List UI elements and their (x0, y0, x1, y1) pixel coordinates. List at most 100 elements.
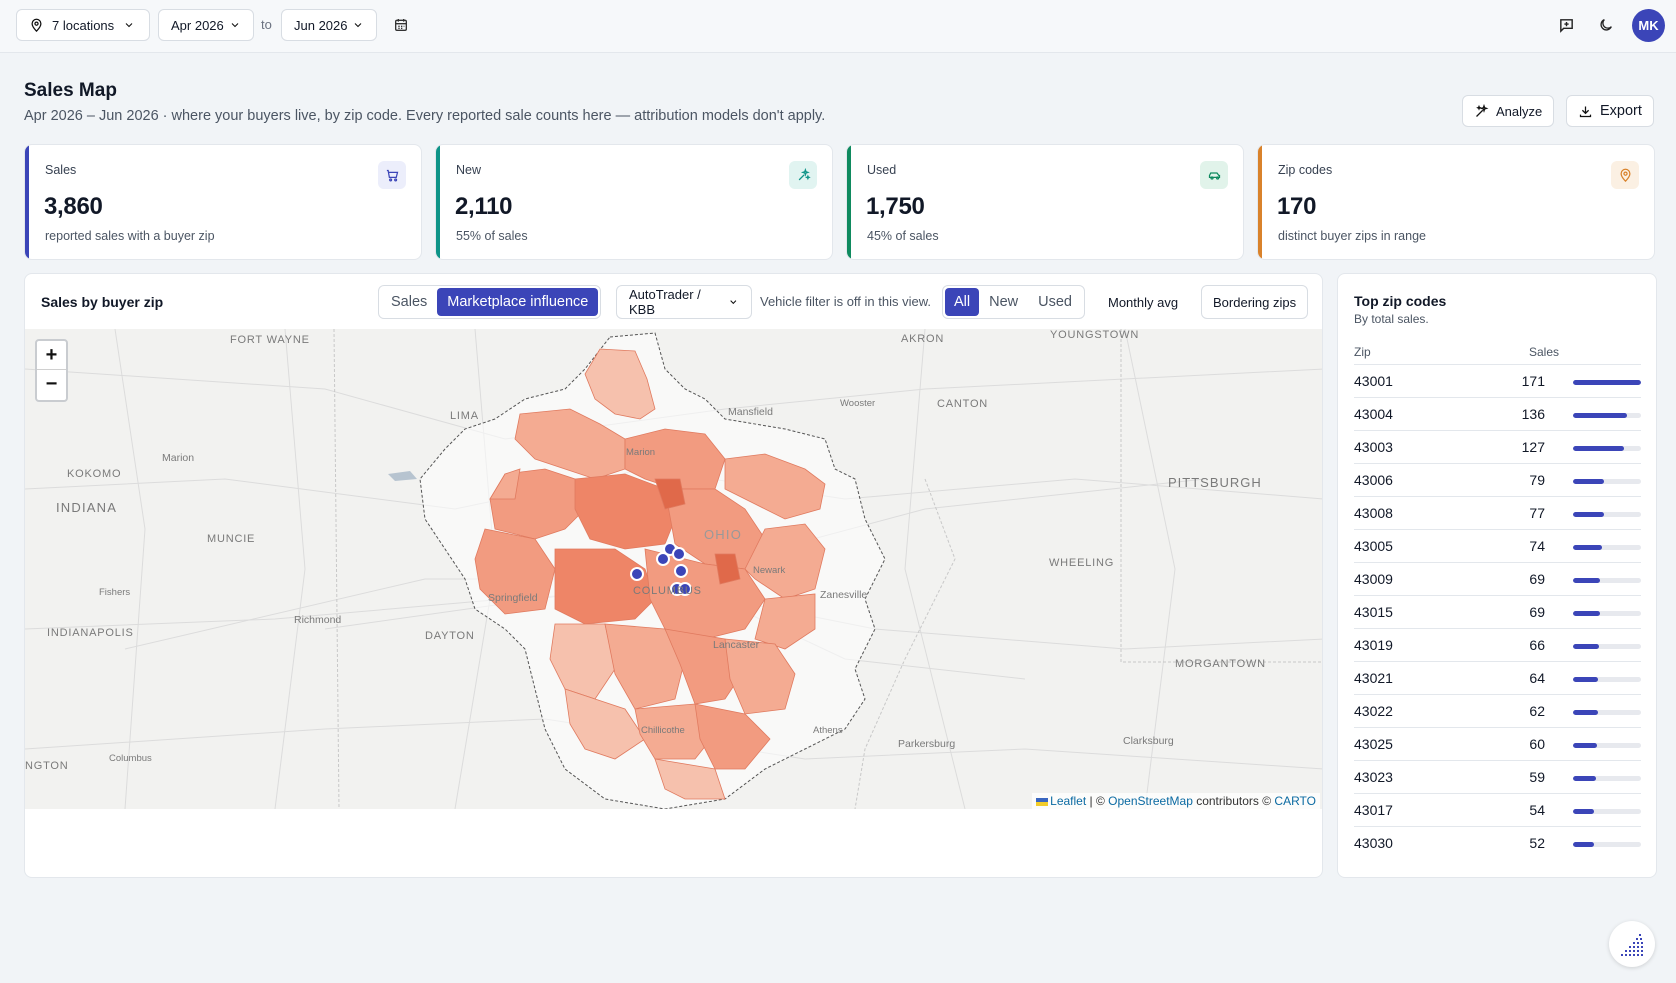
sparkle-wand-icon (1476, 103, 1489, 117)
sales-bar-track (1573, 380, 1641, 385)
chevron-down-icon (231, 23, 239, 28)
zip-row[interactable]: 43030 52 (1354, 827, 1641, 860)
zip-row[interactable]: 43004 136 (1354, 398, 1641, 431)
zip-row[interactable]: 43023 59 (1354, 761, 1641, 794)
feedback-button[interactable] (1554, 13, 1578, 37)
bordering-zips-button[interactable]: Bordering zips (1201, 285, 1309, 319)
sales-bar-fill (1573, 446, 1624, 451)
sales-column-header: Sales (1529, 345, 1560, 359)
osm-link[interactable]: OpenStreetMap (1108, 794, 1193, 808)
map-label: Columbus (109, 753, 152, 764)
sales-bar-track (1573, 446, 1641, 451)
leaflet-link[interactable]: Leaflet (1050, 794, 1087, 808)
sales-bar-track (1573, 743, 1641, 748)
map-label: CANTON (937, 398, 988, 410)
zip-row[interactable]: 43015 69 (1354, 596, 1641, 629)
map-label: MORGANTOWN (1175, 658, 1266, 670)
zip-column-header: Zip (1354, 345, 1371, 359)
map-canvas: FORT WAYNE AKRON YOUNGSTOWN LIMA Mansfie… (25, 329, 1322, 809)
kpi-accent-bar (25, 145, 29, 259)
monthly-avg-button[interactable]: Monthly avg (1097, 285, 1190, 319)
zip-row[interactable]: 43017 54 (1354, 794, 1641, 827)
kpi-label: Used (867, 163, 897, 177)
map-attribution: Leaflet | © OpenStreetMap contributors ©… (1032, 793, 1320, 809)
date-to-select[interactable]: Jun 2026 (281, 9, 377, 41)
map-label: Mansfield (728, 406, 773, 418)
sales-bar-track (1573, 776, 1641, 781)
map-pin-icon (31, 18, 42, 32)
kpi-label: New (456, 163, 482, 177)
calendar-button[interactable] (389, 13, 413, 37)
tab-sales[interactable]: Sales (391, 294, 428, 310)
kpi-label: Sales (45, 163, 77, 177)
state-borders (333, 329, 1322, 809)
sparkle-icon (789, 161, 817, 189)
dealer-markers (630, 542, 692, 596)
sales-bar-fill (1573, 743, 1597, 748)
assistant-button[interactable] (1609, 921, 1655, 967)
zip-code: 43008 (1354, 505, 1393, 521)
page-subtitle: Apr 2026 – Jun 2026 · where your buyers … (24, 108, 826, 124)
zip-row[interactable]: 43022 62 (1354, 695, 1641, 728)
sales-bar-fill (1573, 380, 1641, 385)
sales-bar-fill (1573, 479, 1605, 484)
sales-bar-track (1573, 677, 1641, 682)
analyze-button[interactable]: Analyze (1462, 95, 1555, 127)
sales-bar-track (1573, 842, 1641, 847)
zip-sales: 171 (1521, 373, 1545, 389)
source-select[interactable]: AutoTrader / KBB (616, 285, 752, 319)
chevron-down-icon (730, 300, 737, 305)
top-bar: 7 locations Apr 2026 to Jun 2026 MK (0, 0, 1676, 53)
zip-row[interactable]: 43009 69 (1354, 563, 1641, 596)
kpi-card-zip-codes: Zip codes 170 distinct buyer zips in ran… (1257, 144, 1655, 260)
zip-row[interactable]: 43005 74 (1354, 530, 1641, 563)
download-icon (1579, 106, 1592, 117)
chevron-down-icon (354, 23, 362, 28)
source-select-value: AutoTrader / KBB (629, 287, 701, 317)
sales-bar-fill (1573, 842, 1594, 847)
tab-marketplace-influence[interactable]: Marketplace influence (437, 288, 599, 316)
map-label: WHEELING (1049, 557, 1114, 569)
tab-used[interactable]: Used (1038, 294, 1072, 310)
sales-bar-fill (1573, 710, 1598, 715)
theme-toggle[interactable] (1594, 13, 1618, 37)
zip-row[interactable]: 43003 127 (1354, 431, 1641, 464)
zoom-in-button[interactable]: + (37, 341, 66, 370)
sales-bar-fill (1573, 545, 1603, 550)
map-label: Marion (626, 447, 655, 458)
zip-row[interactable]: 43021 64 (1354, 662, 1641, 695)
zip-sales: 74 (1529, 538, 1545, 554)
view-toggle: Sales Marketplace influence (378, 285, 602, 319)
zip-code: 43006 (1354, 472, 1393, 488)
zip-row[interactable]: 43001 171 (1354, 365, 1641, 398)
sales-map[interactable]: FORT WAYNE AKRON YOUNGSTOWN LIMA Mansfie… (25, 329, 1322, 809)
zip-code: 43005 (1354, 538, 1393, 554)
locations-dropdown[interactable]: 7 locations (16, 9, 150, 41)
avatar[interactable]: MK (1632, 9, 1665, 42)
kpi-subtext: distinct buyer zips in range (1278, 229, 1426, 243)
carto-link[interactable]: CARTO (1274, 794, 1316, 808)
zip-code: 43019 (1354, 637, 1393, 653)
map-label: Lancaster (713, 639, 760, 651)
kpi-accent-bar (436, 145, 440, 259)
zip-row[interactable]: 43008 77 (1354, 497, 1641, 530)
tab-all[interactable]: All (945, 288, 980, 316)
kpi-card-sales: Sales 3,860 reported sales with a buyer … (24, 144, 422, 260)
kpi-value: 2,110 (455, 193, 513, 220)
kpi-value: 3,860 (44, 193, 103, 220)
top-zip-codes-panel: Top zip codes By total sales. Zip Sales … (1337, 273, 1657, 878)
date-from-select[interactable]: Apr 2026 (158, 9, 254, 41)
map-label: COLUMBUS (633, 585, 702, 597)
kpi-accent-bar (1258, 145, 1262, 259)
zip-sales: 127 (1521, 439, 1545, 455)
export-button[interactable]: Export (1566, 95, 1654, 127)
date-range-separator: to (261, 17, 272, 32)
zip-row[interactable]: 43006 79 (1354, 464, 1641, 497)
zip-row[interactable]: 43019 66 (1354, 629, 1641, 662)
tab-new[interactable]: New (989, 294, 1019, 310)
sales-bar-fill (1573, 413, 1628, 418)
zoom-out-button[interactable]: − (45, 373, 58, 395)
chevron-down-icon (125, 23, 133, 28)
zip-row[interactable]: 43025 60 (1354, 728, 1641, 761)
sales-bar-fill (1573, 512, 1604, 517)
